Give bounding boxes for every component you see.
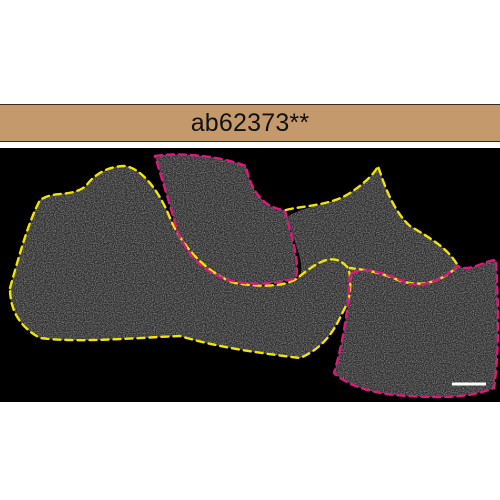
antibody-label: ab62373** — [190, 108, 310, 137]
antibody-label-bar: ab62373** — [0, 104, 500, 142]
cell-outline-magenta-bottom-right — [332, 258, 500, 399]
cell-outline-magenta-top — [153, 153, 299, 285]
fluorescence-micrograph — [0, 148, 500, 402]
cell-signal-texture — [10, 154, 498, 398]
cell-outline-yellow-left — [8, 164, 352, 360]
micrograph-canvas — [8, 153, 500, 399]
